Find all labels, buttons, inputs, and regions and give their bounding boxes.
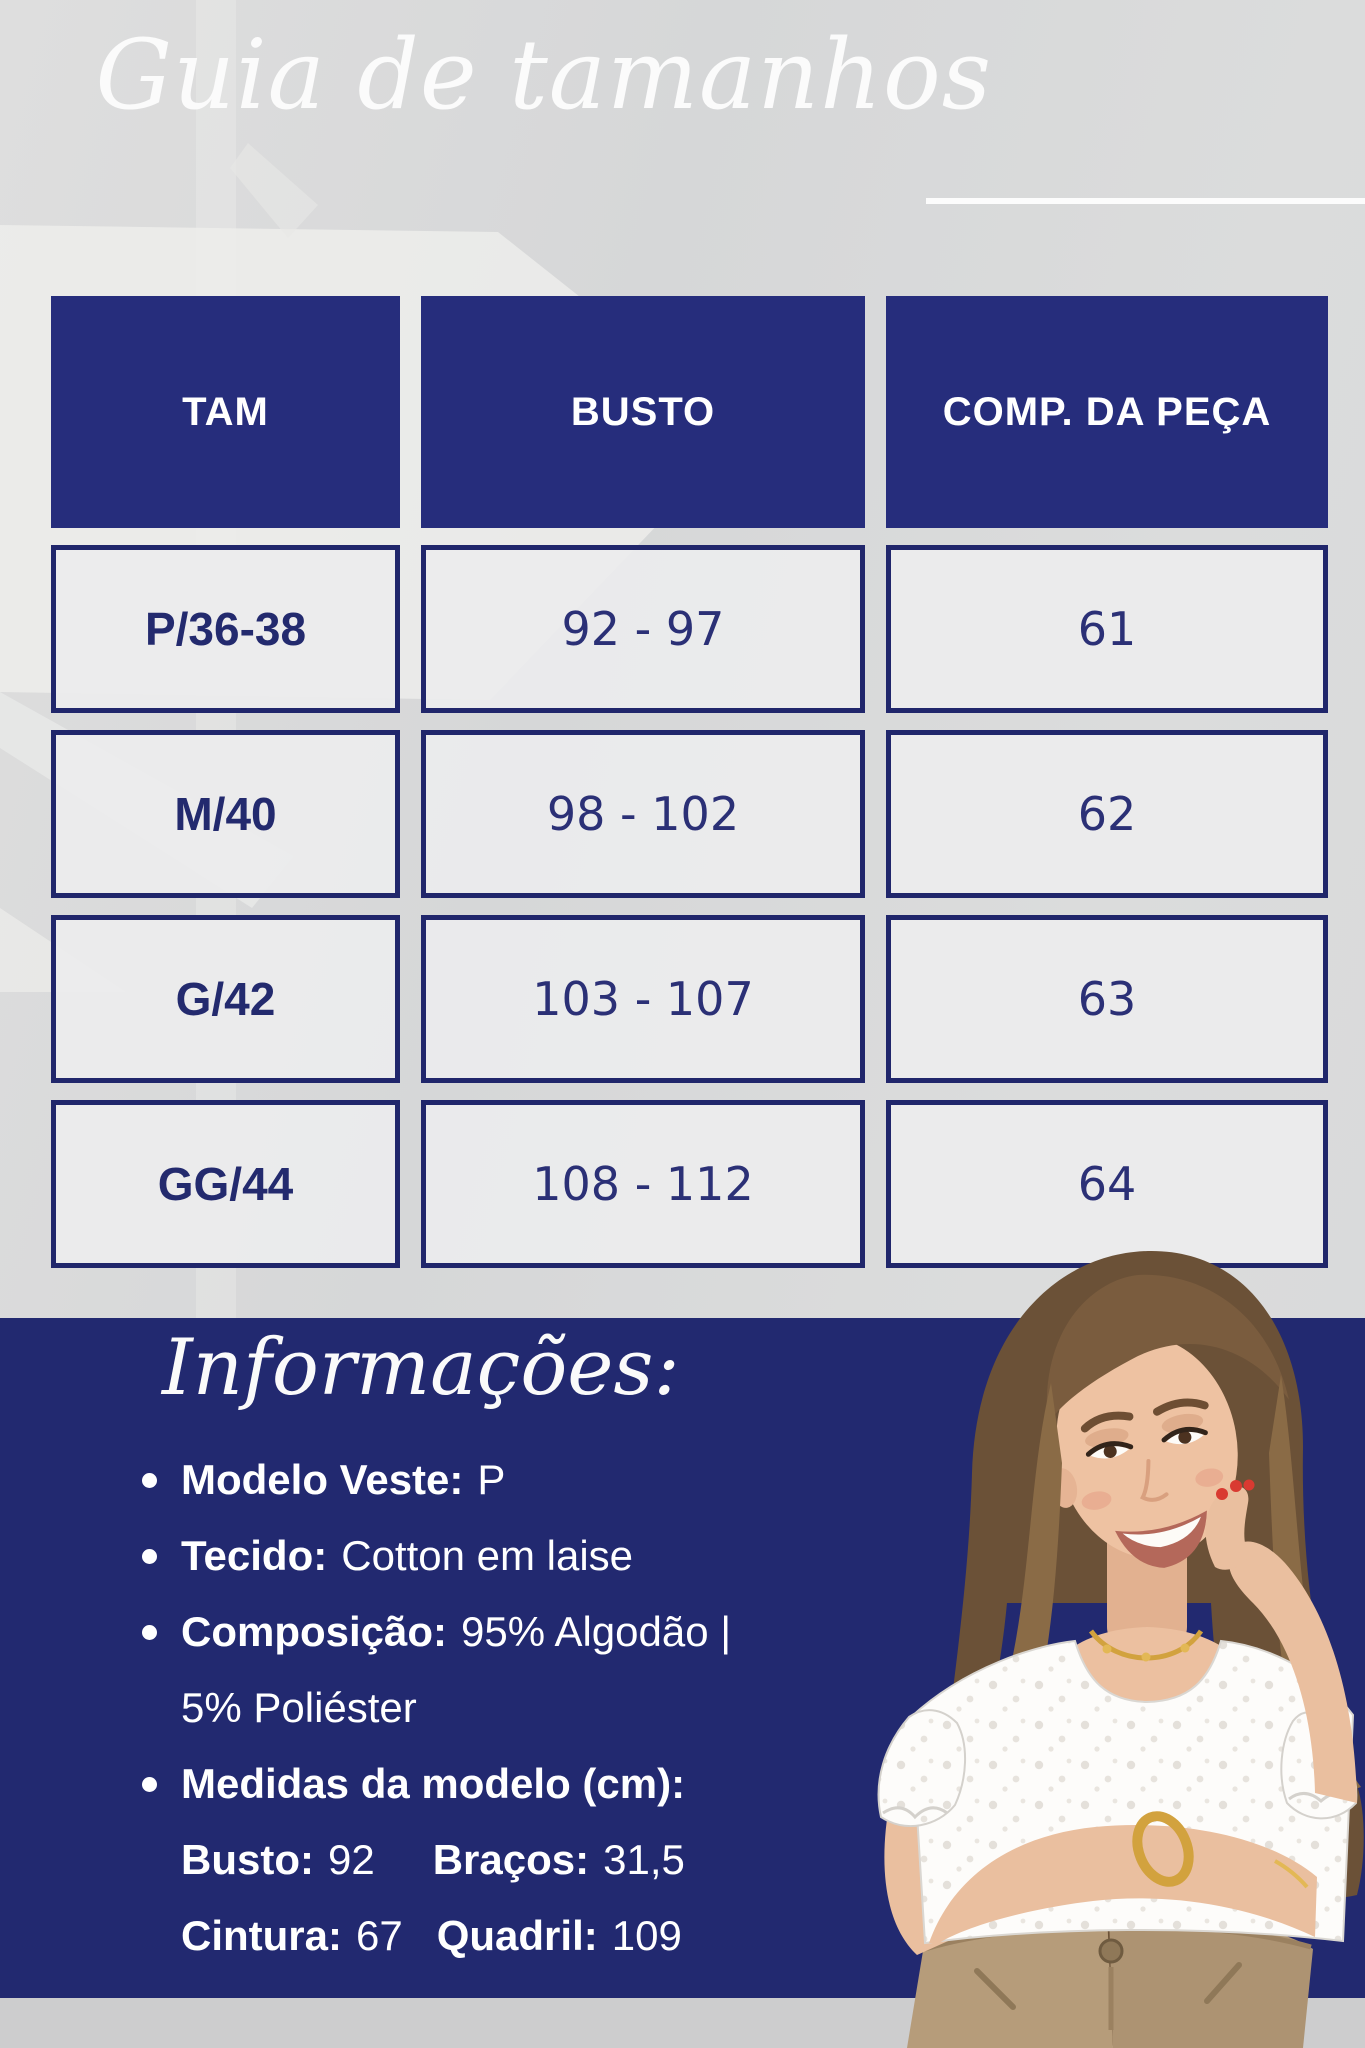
bullet-icon [142,1472,157,1488]
table-cell-busto: 103 - 107 [421,915,865,1083]
measure-value: 31,5 [603,1836,685,1883]
column-header-busto: BUSTO [421,296,865,528]
table-cell-busto: 98 - 102 [421,730,865,898]
list-item-composicao: Composição: 95% Algodão | [142,1594,882,1670]
size-table: TAM BUSTO COMP. DA PEÇA P/36-38 92 - 97 … [51,296,1328,1268]
info-heading: Informações: [162,1323,680,1413]
info-label: Medidas da modelo (cm): [181,1760,686,1807]
table-cell-comp: 61 [886,545,1328,713]
list-item-composicao-wrap: 5% Poliéster [142,1670,882,1746]
measure-value: 67 [356,1912,403,1959]
measure-label: Quadril: [436,1912,598,1959]
table-cell-busto: 108 - 112 [421,1100,865,1268]
table-cell-comp: 63 [886,915,1328,1083]
info-list: Modelo Veste: P Tecido: Cotton em laise … [142,1442,882,1974]
title-underline [926,198,1365,204]
model-raised-hand [1205,1479,1357,1803]
measure-value: 109 [611,1912,682,1959]
model-crossed-arm [929,1811,1317,1943]
info-value: P [477,1456,506,1503]
model-pants [907,1912,1313,2048]
table-cell-tam: P/36-38 [51,545,400,713]
measure-label: Busto: [181,1836,314,1883]
list-item-busto-bracos: Busto: 92 Braços: 31,5 [142,1822,882,1898]
info-label: Composição: [181,1608,448,1655]
measure-value: 92 [327,1836,375,1883]
list-item-medidas: Medidas da modelo (cm): [142,1746,882,1822]
info-value: Cotton em laise [341,1532,634,1579]
info-value: 5% Poliéster [181,1684,417,1731]
info-label: Modelo Veste: [181,1456,464,1503]
table-cell-tam: GG/44 [51,1100,400,1268]
measure-label: Braços: [432,1836,590,1883]
model-photo [877,1250,1364,2048]
list-item-tecido: Tecido: Cotton em laise [142,1518,882,1594]
bullet-icon [142,1776,157,1792]
table-cell-busto: 92 - 97 [421,545,865,713]
measure-label: Cintura: [181,1912,342,1959]
info-value: 95% Algodão | [461,1608,732,1655]
table-cell-comp: 64 [886,1100,1328,1268]
list-item-cintura-quadril: Cintura: 67 Quadril: 109 [142,1898,882,1974]
column-header-tam: TAM [51,296,400,528]
bullet-icon [142,1548,157,1564]
info-label: Tecido: [181,1532,328,1579]
table-cell-comp: 62 [886,730,1328,898]
bullet-icon [142,1624,157,1640]
table-cell-tam: M/40 [51,730,400,898]
model-necklace [1088,1629,1204,1662]
list-item-modelo-veste: Modelo Veste: P [142,1442,882,1518]
page-title: Guia de tamanhos [95,19,992,131]
table-cell-tam: G/42 [51,915,400,1083]
column-header-comp: COMP. DA PEÇA [886,296,1328,528]
